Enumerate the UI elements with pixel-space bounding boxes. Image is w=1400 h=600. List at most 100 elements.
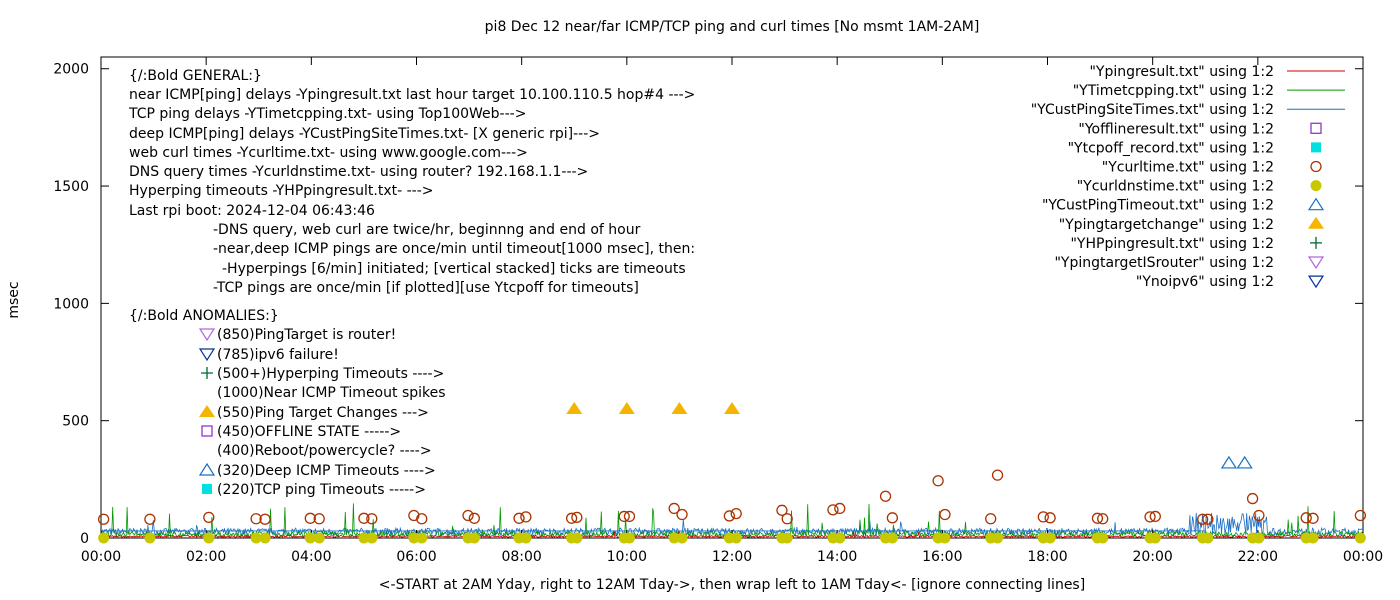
legend-swatch <box>1308 216 1324 229</box>
anomaly-label: (320)Deep ICMP Timeouts ----> <box>217 463 436 479</box>
y-tick-label: 1000 <box>53 296 89 312</box>
legend-swatch <box>1310 236 1322 249</box>
x-tick-label: 18:00 <box>1027 549 1067 565</box>
data-point <box>358 512 370 524</box>
x-tick-label: 00:00 <box>81 549 121 565</box>
data-point <box>730 532 742 544</box>
data-point <box>97 513 110 525</box>
note-line: Last rpi boot: 2024-12-04 06:43:46 <box>129 203 375 219</box>
legend-swatch <box>1307 256 1325 270</box>
anomaly-marker <box>199 405 215 417</box>
legend-swatch <box>1311 142 1321 153</box>
data-point <box>776 504 788 516</box>
anomaly-marker <box>198 462 216 476</box>
data-point <box>932 475 944 487</box>
anomalies-block: (850)PingTarget is router! (785)ipv6 fail… <box>198 327 446 498</box>
data-point <box>676 508 688 521</box>
data-point <box>939 532 951 544</box>
anomaly-label: (500+)Hyperping Timeouts ----> <box>217 366 444 382</box>
data-point <box>416 513 428 525</box>
anomaly-label: (220)TCP ping Timeouts -----> <box>217 482 426 498</box>
x-tick-label: 22:00 <box>1238 549 1278 565</box>
data-point <box>618 401 635 414</box>
x-tick-label: 20:00 <box>1132 549 1172 565</box>
data-point <box>1202 513 1214 525</box>
data-point <box>991 469 1004 481</box>
x-tick-label: 12:00 <box>712 549 752 565</box>
data-point <box>1300 512 1312 524</box>
anomaly-marker <box>201 367 213 379</box>
data-point <box>259 513 271 525</box>
legend-swatch <box>1310 180 1322 192</box>
legend-label: "Ypingresult.txt" using 1:2 <box>1089 64 1274 80</box>
data-point <box>1220 455 1238 469</box>
data-point <box>724 401 740 414</box>
data-point <box>565 512 578 524</box>
note-line: near ICMP[ping] delays -Ypingresult.txt … <box>129 87 695 103</box>
anomaly-label: (785)ipv6 failure! <box>217 347 339 363</box>
legend-label: "Ycurltime.txt" using 1:2 <box>1102 160 1274 176</box>
note-line: -TCP pings are once/min [if plotted][use… <box>213 280 639 296</box>
data-point <box>520 511 532 523</box>
chart-title: pi8 Dec 12 near/far ICMP/TCP ping and cu… <box>485 19 980 35</box>
data-point <box>313 513 325 525</box>
data-point <box>520 532 532 544</box>
data-point <box>571 511 583 524</box>
data-point <box>250 513 262 525</box>
y-axis-label: msec <box>6 281 22 318</box>
note-line: {/:Bold GENERAL:} <box>129 68 262 84</box>
data-point <box>834 502 846 515</box>
data-point <box>879 490 892 502</box>
x-tick-label: 16:00 <box>922 549 962 565</box>
anomaly-label: (1000)Near ICMP Timeout spikes <box>217 385 446 401</box>
data-point <box>834 532 846 544</box>
data-point <box>1307 512 1319 524</box>
anomaly-label: (450)OFFLINE STATE -----> <box>217 424 401 440</box>
note-line: -near,deep ICMP pings are once/min until… <box>213 241 695 257</box>
anomaly-marker <box>202 484 212 494</box>
data-point <box>1236 455 1253 469</box>
anomaly-label: (400)Reboot/powercycle? ----> <box>217 443 432 459</box>
data-point <box>203 511 215 524</box>
anomaly-marker <box>201 425 213 437</box>
data-point <box>1144 511 1156 523</box>
data-point <box>1044 532 1056 544</box>
y-axis: 0 500 1000 1500 2000 <box>53 62 1363 547</box>
data-point <box>781 532 793 544</box>
data-point <box>1149 510 1161 523</box>
data-point <box>468 532 480 544</box>
data-point <box>203 532 215 544</box>
legend: "Ypingresult.txt" using 1:2 "YTimetcpping… <box>1031 64 1345 290</box>
data-point <box>566 401 583 414</box>
data-point <box>1149 532 1161 544</box>
legend-label: "YCustPingTimeout.txt" using 1:2 <box>1042 198 1274 214</box>
notes-block: {/:Bold GENERAL:} near ICMP[ping] delays … <box>128 68 695 324</box>
legend-swatch <box>1310 122 1322 134</box>
data-point <box>886 532 898 544</box>
data-point <box>618 510 630 523</box>
y-tick-label: 500 <box>62 414 89 430</box>
legend-label: "YpingtargetISrouter" using 1:2 <box>1054 255 1274 271</box>
data-point <box>366 532 378 544</box>
y-tick-label: 2000 <box>53 62 89 78</box>
x-axis-label: <-START at 2AM Yday, right to 12AM Tday-… <box>379 577 1085 593</box>
data-point <box>623 510 636 523</box>
data-point <box>144 513 156 525</box>
data-point <box>1044 512 1056 524</box>
anomaly-marker <box>198 328 216 342</box>
data-point <box>571 532 583 544</box>
data-point <box>462 509 474 522</box>
data-markers <box>97 401 1367 544</box>
data-point <box>259 532 271 544</box>
data-point <box>992 532 1004 544</box>
x-tick-label: 04:00 <box>291 549 331 565</box>
data-point <box>886 512 899 524</box>
legend-label: "Ypingtargetchange" using 1:2 <box>1059 217 1274 233</box>
legend-swatch <box>1310 160 1322 173</box>
data-point <box>1202 532 1214 544</box>
data-point <box>1307 532 1319 544</box>
data-point <box>1091 512 1104 524</box>
data-point <box>468 512 480 524</box>
x-tick-label: 14:00 <box>817 549 857 565</box>
